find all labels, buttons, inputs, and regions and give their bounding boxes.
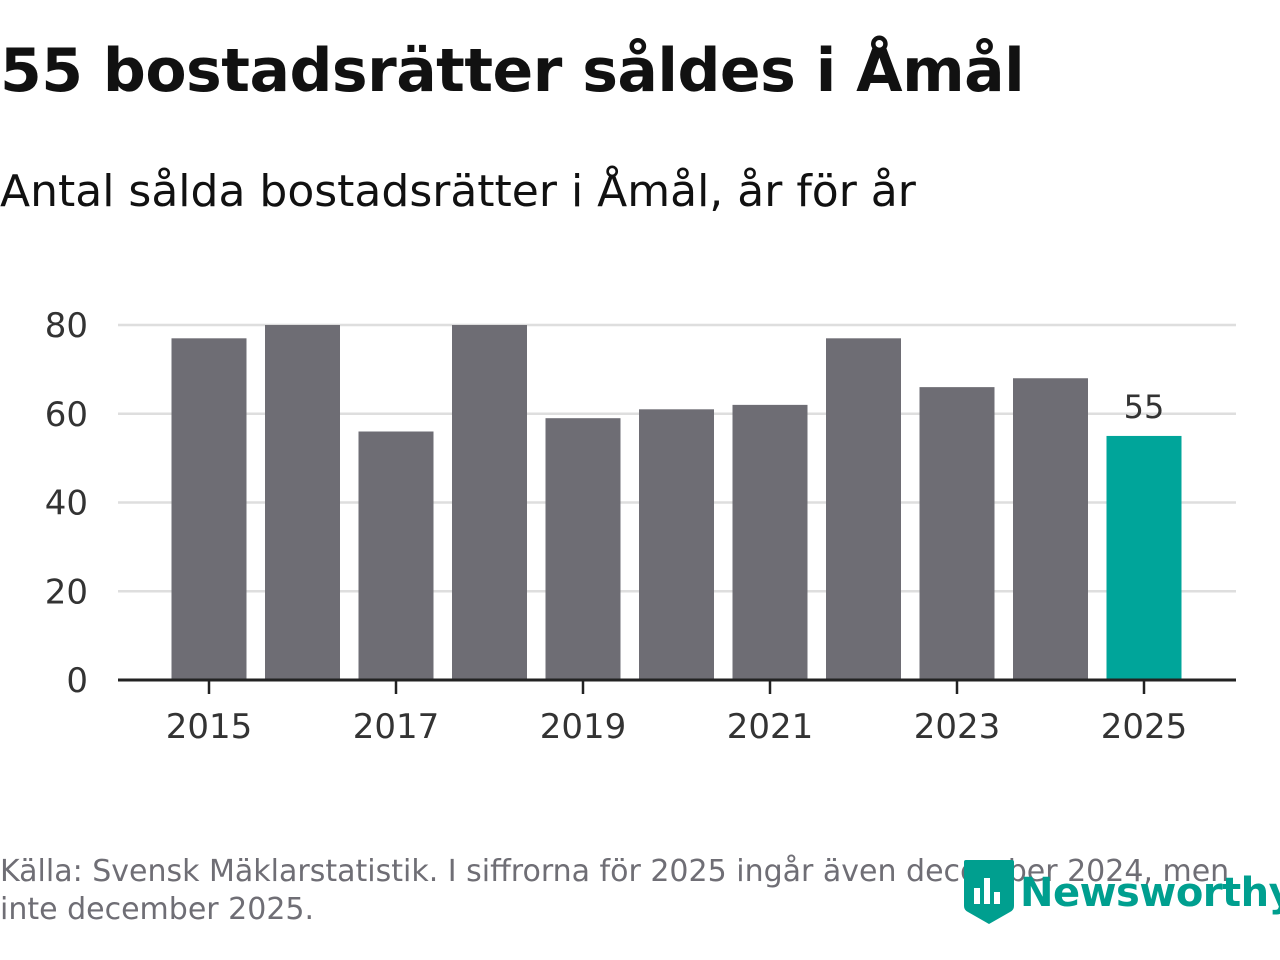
bar-chart: 0 20 40 60 80 55 2015 2017 2019 2021 2023 2025 bbox=[45, 306, 1236, 747]
bar-2022 bbox=[826, 338, 901, 680]
source-note: Källa: Svensk Mäklarstatistik. I siffror… bbox=[0, 854, 1230, 927]
bar-2021 bbox=[732, 404, 808, 680]
y-tick-label: 0 bbox=[66, 661, 88, 701]
logo-text: Newsworthy bbox=[1020, 870, 1280, 916]
bar-2019 bbox=[545, 418, 621, 680]
x-tick-label: 2023 bbox=[914, 707, 1001, 747]
x-tick-label: 2017 bbox=[353, 707, 440, 747]
y-tick-label: 60 bbox=[45, 395, 88, 435]
data-label: 55 bbox=[1124, 388, 1165, 426]
bar-2016 bbox=[265, 325, 340, 680]
bar-2020 bbox=[639, 409, 714, 680]
x-tick-label: 2021 bbox=[727, 707, 814, 747]
x-tick-label: 2025 bbox=[1101, 707, 1188, 747]
x-tick-label: 2019 bbox=[540, 707, 627, 747]
bar-2015 bbox=[171, 338, 247, 680]
y-tick-label: 20 bbox=[45, 572, 88, 612]
chart-subtitle: Antal sålda bostadsrätter i Åmål, år för… bbox=[0, 166, 916, 217]
y-tick-label: 40 bbox=[45, 484, 88, 524]
bar-2017 bbox=[358, 431, 434, 680]
bar-2023 bbox=[919, 387, 995, 680]
x-tick-label: 2015 bbox=[166, 707, 253, 747]
chart-title: 55 bostadsrätter såldes i Åmål bbox=[0, 36, 1025, 106]
bar-2024 bbox=[1013, 378, 1088, 680]
bar-2018 bbox=[452, 325, 527, 680]
bar-2025 bbox=[1106, 435, 1182, 680]
newsworthy-chart-badge-icon bbox=[964, 860, 1014, 924]
newsworthy-logo: Newsworthy bbox=[962, 858, 1280, 928]
y-tick-label: 80 bbox=[45, 306, 88, 346]
